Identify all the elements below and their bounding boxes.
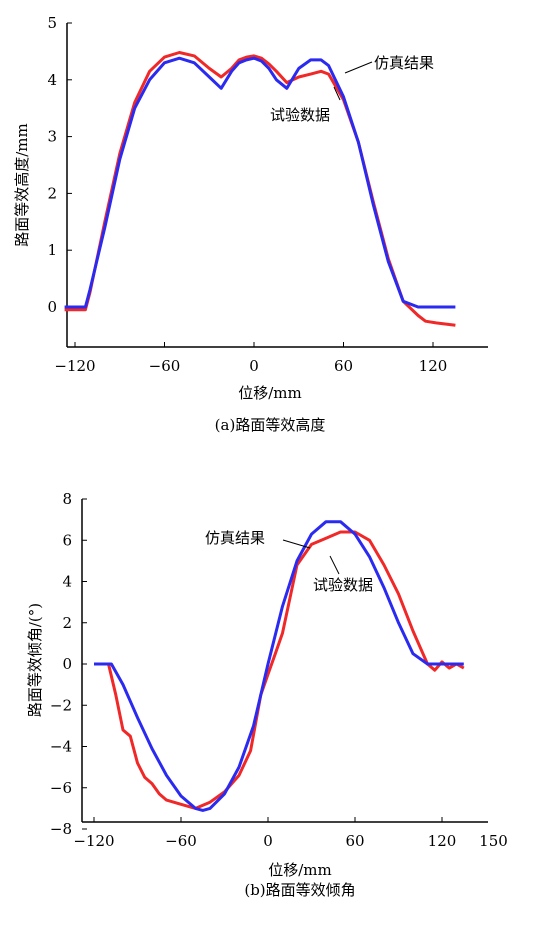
x-tick-label: 150	[479, 832, 508, 850]
y-tick-label: 4	[47, 71, 57, 89]
chart-b-annotation-leader-1	[282, 539, 311, 549]
y-tick-label: 1	[47, 241, 57, 259]
chart-b-annotation-leader-2	[329, 555, 340, 575]
chart-a-annotation-simulation: 仿真结果	[374, 54, 434, 72]
y-tick-label: −2	[50, 696, 72, 714]
y-tick-label: 8	[62, 490, 72, 508]
chart-b: −8 −6 −4 −2 0 2 4 6 8 −120 −60 0 60 120 150 仿真结果 试验数据…	[26, 490, 508, 899]
x-tick-label: −60	[149, 357, 181, 375]
chart-a-annotation-leader-2	[333, 86, 341, 101]
chart-a-series-simulation-top	[64, 56, 456, 309]
chart-a-annotation-leader-1	[344, 61, 373, 74]
y-tick-label: 0	[62, 655, 72, 673]
chart-b-annotation-experiment: 试验数据	[313, 576, 373, 594]
y-tick-label: −6	[50, 779, 72, 797]
y-tick-label: 3	[47, 128, 57, 146]
chart-a-caption: (a)路面等效高度	[215, 416, 326, 434]
y-tick-label: 5	[47, 14, 57, 32]
y-tick-label: 2	[62, 614, 72, 632]
y-tick-label: −8	[50, 820, 72, 838]
y-tick-label: 2	[47, 184, 57, 202]
chart-b-annotation-simulation: 仿真结果	[205, 529, 265, 547]
chart-b-y-axis-label: 路面等效倾角/(°)	[26, 603, 44, 717]
y-tick-label: 6	[62, 531, 72, 549]
x-tick-label: 60	[334, 357, 353, 375]
x-tick-label: 120	[419, 357, 448, 375]
y-tick-label: −4	[50, 738, 72, 756]
x-tick-label: −120	[73, 832, 114, 850]
x-tick-label: 0	[263, 832, 273, 850]
chart-b-series-experiment	[94, 530, 465, 810]
x-tick-label: 60	[345, 832, 364, 850]
x-tick-label: 120	[428, 832, 457, 850]
chart-b-x-axis-label: 位移/mm	[268, 861, 332, 879]
chart-a-x-axis-label: 位移/mm	[238, 384, 302, 402]
chart-a: 0 1 2 3 4 5 −120 −60 0 60 120 仿真结果 试验数据 位移/mm 路面等…	[13, 14, 488, 434]
chart-a-y-axis-label: 路面等效高度/mm	[13, 123, 31, 247]
y-tick-label: 4	[62, 573, 72, 591]
x-tick-label: −60	[165, 832, 197, 850]
chart-b-caption: (b)路面等效倾角	[244, 881, 355, 899]
chart-a-annotation-experiment: 试验数据	[270, 106, 330, 124]
x-tick-label: 0	[249, 357, 259, 375]
y-tick-label: 0	[47, 298, 57, 316]
x-tick-label: −120	[54, 357, 95, 375]
chart-b-series-simulation	[94, 520, 464, 812]
